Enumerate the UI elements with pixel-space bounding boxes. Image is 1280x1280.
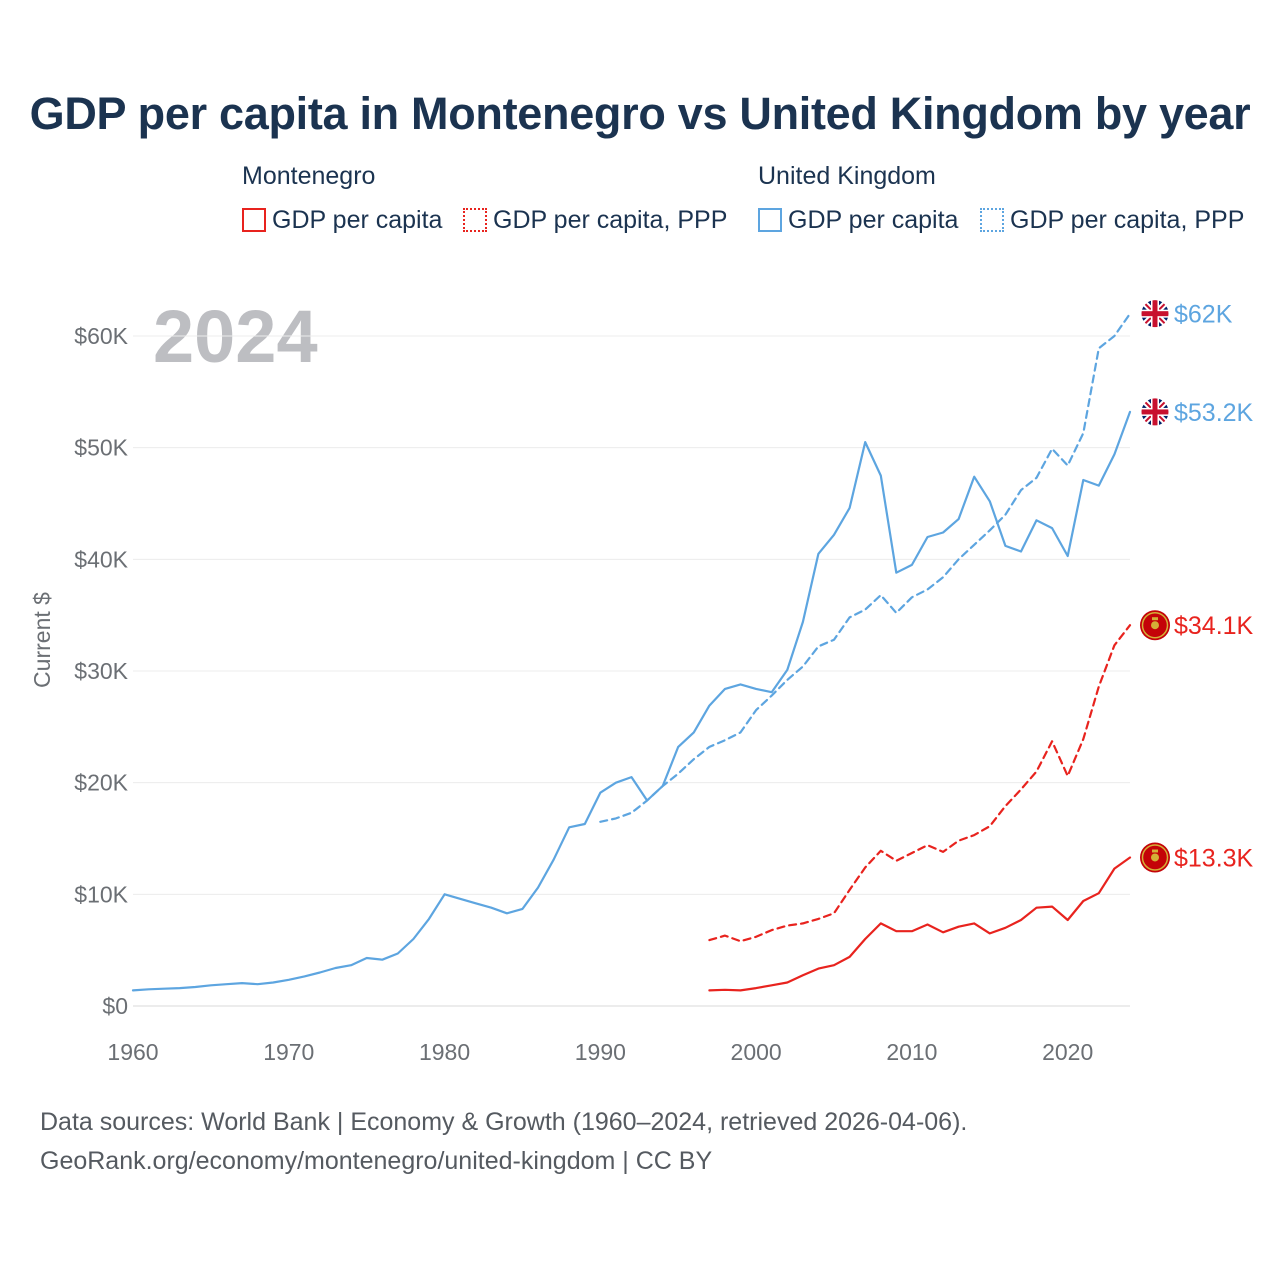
legend-label-uk-ppp: GDP per capita, PPP xyxy=(1010,205,1245,234)
uk-flag-icon xyxy=(1140,299,1170,329)
series-line-montenegro-solid xyxy=(708,856,1132,992)
series-line-uk-dashed xyxy=(599,312,1132,823)
legend-swatch-uk-ppp xyxy=(980,208,1004,232)
x-tick-label: 1960 xyxy=(107,1039,158,1065)
chart-title: GDP per capita in Montenegro vs United K… xyxy=(29,88,1251,139)
legend-label-mne-ppp: GDP per capita, PPP xyxy=(493,205,728,234)
y-tick-label: $0 xyxy=(102,993,128,1019)
y-tick-label: $10K xyxy=(74,881,128,907)
end-value-label: $13.3K xyxy=(1174,844,1254,872)
end-value-label: $34.1K xyxy=(1174,612,1254,640)
y-tick-label: $40K xyxy=(74,546,128,572)
y-tick-label: $30K xyxy=(74,658,128,684)
series-line-uk-solid xyxy=(131,410,1132,992)
legend-item-mne-ppp[interactable]: GDP per capita, PPP xyxy=(463,204,727,236)
legend-montenegro-title: Montenegro xyxy=(242,162,376,190)
y-tick-label: $60K xyxy=(74,323,128,349)
legend-item-mne-gdp[interactable]: GDP per capita xyxy=(242,204,442,236)
y-axis-label: Current $ xyxy=(29,592,55,688)
x-tick-label: 1990 xyxy=(575,1039,626,1065)
series-line-montenegro-dashed xyxy=(708,624,1132,943)
x-tick-label: 2010 xyxy=(886,1039,937,1065)
end-value-label: $53.2K xyxy=(1174,399,1254,427)
footer-sources: Data sources: World Bank | Economy & Gro… xyxy=(40,1108,968,1136)
legend-item-uk-gdp[interactable]: GDP per capita xyxy=(758,204,958,236)
montenegro-flag-icon xyxy=(1140,610,1170,641)
montenegro-flag-icon xyxy=(1140,842,1170,873)
legend-swatch-mne-ppp xyxy=(463,208,487,232)
x-tick-label: 2000 xyxy=(731,1039,782,1065)
legend-label-uk-gdp: GDP per capita xyxy=(788,205,959,234)
y-tick-label: $50K xyxy=(74,435,128,461)
x-tick-label: 2020 xyxy=(1042,1039,1093,1065)
uk-flag-icon xyxy=(1140,397,1170,427)
legend-uk-title: United Kingdom xyxy=(758,162,936,190)
x-tick-label: 1970 xyxy=(263,1039,314,1065)
end-value-label: $62K xyxy=(1174,301,1233,329)
legend-swatch-uk-gdp xyxy=(758,208,782,232)
legend-swatch-mne-gdp xyxy=(242,208,266,232)
y-tick-label: $20K xyxy=(74,770,128,796)
footer-url[interactable]: GeoRank.org/economy/montenegro/united-ki… xyxy=(40,1147,713,1175)
legend-label-mne-gdp: GDP per capita xyxy=(272,205,443,234)
legend-item-uk-ppp[interactable]: GDP per capita, PPP xyxy=(980,204,1244,236)
x-tick-label: 1980 xyxy=(419,1039,470,1065)
